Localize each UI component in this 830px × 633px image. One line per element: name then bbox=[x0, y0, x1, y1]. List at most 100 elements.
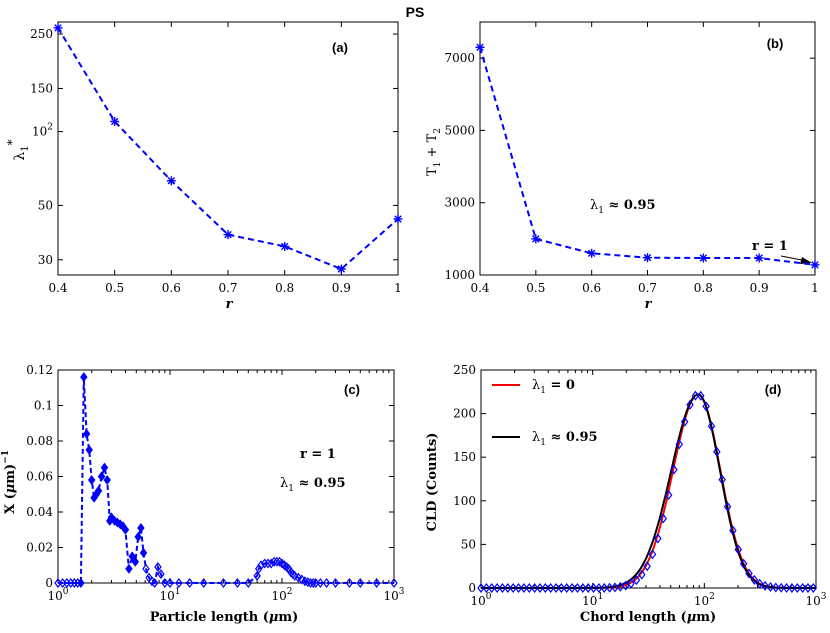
panel-a-x-tick-label: 0.4 bbox=[48, 281, 67, 295]
panel-c-point bbox=[267, 558, 275, 569]
panel-d-point bbox=[659, 513, 667, 524]
panel-d-point bbox=[670, 464, 678, 475]
panel-d-point bbox=[605, 582, 614, 593]
panel-d-point bbox=[648, 549, 657, 560]
panel-c-y-label: X (μm)−1 bbox=[1, 450, 18, 514]
panel-b-axes-frame bbox=[479, 21, 816, 276]
panel-b-x-tick-label: 0.6 bbox=[582, 281, 601, 295]
panel-b-y-label: T1 + T2 bbox=[425, 128, 443, 176]
panel-a-x-tick-label: 0.5 bbox=[105, 281, 124, 295]
panel-d-point bbox=[520, 583, 528, 593]
panel-d-point bbox=[638, 569, 646, 580]
panel-d-point bbox=[482, 583, 491, 593]
panel-c-point bbox=[154, 562, 162, 573]
panel-c-point bbox=[185, 578, 194, 588]
panel-d-y-tick-label: 100 bbox=[453, 494, 476, 508]
panel-a-y-tick-label: 150 bbox=[30, 81, 53, 95]
panel-c-point bbox=[157, 569, 165, 580]
panel-c-point bbox=[264, 558, 272, 569]
panel-d-point bbox=[702, 401, 710, 412]
panel-c-x-label: Particle length (μm) bbox=[150, 610, 299, 625]
panel-c-point bbox=[80, 372, 88, 383]
legend-label-lambda-0: λ1 = 0 bbox=[532, 378, 575, 396]
panel-c-point bbox=[150, 578, 159, 588]
panel-d-point bbox=[643, 561, 651, 572]
panel-d-point bbox=[632, 575, 641, 586]
panel-b-y-tick-label: 3000 bbox=[444, 196, 475, 210]
panel-c-point bbox=[125, 563, 133, 574]
panel-d-point bbox=[487, 583, 496, 593]
panel-d-point bbox=[691, 390, 700, 401]
panel-c-point bbox=[233, 578, 242, 588]
legend-label-lambda-095: λ1 ≈ 0.95 bbox=[532, 430, 598, 448]
panel-a-x-tick-label: 0.8 bbox=[275, 281, 294, 295]
panel-d-point bbox=[627, 578, 635, 589]
panel-c-x-tick-label: 101 bbox=[159, 587, 180, 603]
panel-c-x-tick-label: 102 bbox=[271, 587, 292, 603]
panel-d-point bbox=[707, 421, 716, 432]
panel-c-point bbox=[273, 556, 281, 567]
panel-a-x-label: r bbox=[226, 297, 234, 312]
panel-c-point bbox=[316, 578, 325, 588]
panel-d-point bbox=[750, 574, 759, 585]
panel-c-y-tick-label: 0.08 bbox=[26, 434, 53, 448]
panel-d-point bbox=[621, 580, 630, 591]
panel-d-curve-lambda-0 bbox=[481, 393, 816, 589]
panel-c-x-tick-label: 103 bbox=[383, 587, 404, 603]
panel-b-annotation-r: r = 1 bbox=[752, 239, 788, 254]
panel-c-point bbox=[85, 444, 93, 455]
panel-d-point bbox=[504, 583, 512, 593]
panel-d-y-tick-label: 250 bbox=[453, 363, 476, 377]
panel-c-y-tick-label: 0.1 bbox=[34, 399, 53, 413]
panel-a-point bbox=[110, 116, 120, 126]
panel-d-point bbox=[664, 490, 673, 501]
panel-b-x-tick-label: 0.5 bbox=[526, 281, 545, 295]
panel-c-point bbox=[345, 578, 354, 588]
panel-d-point bbox=[546, 583, 555, 593]
panel-d-point bbox=[772, 582, 780, 593]
panel-d-point bbox=[584, 582, 592, 593]
panel-b-series-line bbox=[479, 47, 816, 266]
panel-b-x-label: r bbox=[645, 297, 653, 312]
panel-d-x-tick-label: 103 bbox=[805, 592, 826, 608]
panel-a-point bbox=[336, 264, 346, 274]
panel-a-y-tick-label: 250 bbox=[30, 27, 53, 41]
panel-d-point bbox=[493, 583, 501, 593]
panel-c-point bbox=[175, 578, 183, 588]
panel-d-point bbox=[804, 582, 812, 593]
panel-d-point bbox=[552, 583, 560, 593]
panel-d-x-tick-label: 102 bbox=[694, 592, 715, 608]
panel-d-point bbox=[595, 582, 603, 593]
panel-c-annotation-lambda: λ1 ≈ 0.95 bbox=[280, 476, 346, 494]
panel-d: (d) Chord length (μm) CLD (Counts) λ1 = … bbox=[425, 363, 827, 625]
panel-c-point bbox=[390, 578, 398, 588]
panel-c-point bbox=[161, 578, 169, 588]
panel-d-point bbox=[713, 446, 721, 457]
panel-a-y-tick-label: 102 bbox=[32, 123, 53, 139]
panel-d-point bbox=[809, 582, 818, 593]
panel-b-point bbox=[754, 253, 764, 263]
panel-d-y-tick-label: 200 bbox=[453, 407, 476, 421]
panel-a-y-tick-label: 50 bbox=[38, 198, 53, 212]
panel-b-point bbox=[810, 260, 820, 270]
panel-c-point bbox=[244, 578, 253, 588]
panel-a-x-tick-label: 0.9 bbox=[332, 281, 351, 295]
panel-c-point bbox=[291, 570, 299, 581]
panel-c-point bbox=[270, 556, 278, 567]
panel-c-point bbox=[134, 531, 142, 542]
panel-c-y-tick-label: 0.06 bbox=[26, 470, 53, 484]
panel-d-y-tick-label: 50 bbox=[461, 537, 476, 551]
panel-b-x-tick-label: 1 bbox=[811, 281, 819, 295]
panel-c-y-tick-label: 0.04 bbox=[26, 505, 53, 519]
panel-a-point bbox=[393, 214, 403, 224]
panel-d-x-label: Chord length (μm) bbox=[580, 610, 716, 625]
panel-d-point bbox=[793, 582, 801, 593]
panel-a: (a) r λ1* 0.4 0.5 0.6 0.7 0.8 0.9 1 30 50 102 150 2… bbox=[5, 21, 403, 312]
panel-a-x-tick-label: 0.7 bbox=[218, 281, 237, 295]
panel-b-point bbox=[475, 42, 485, 52]
panel-d-point bbox=[514, 583, 523, 593]
panel-d-point bbox=[611, 582, 619, 593]
panel-a-point bbox=[223, 230, 233, 240]
panel-c-point bbox=[87, 475, 96, 486]
panel-d-y-label: CLD (Counts) bbox=[425, 433, 440, 532]
